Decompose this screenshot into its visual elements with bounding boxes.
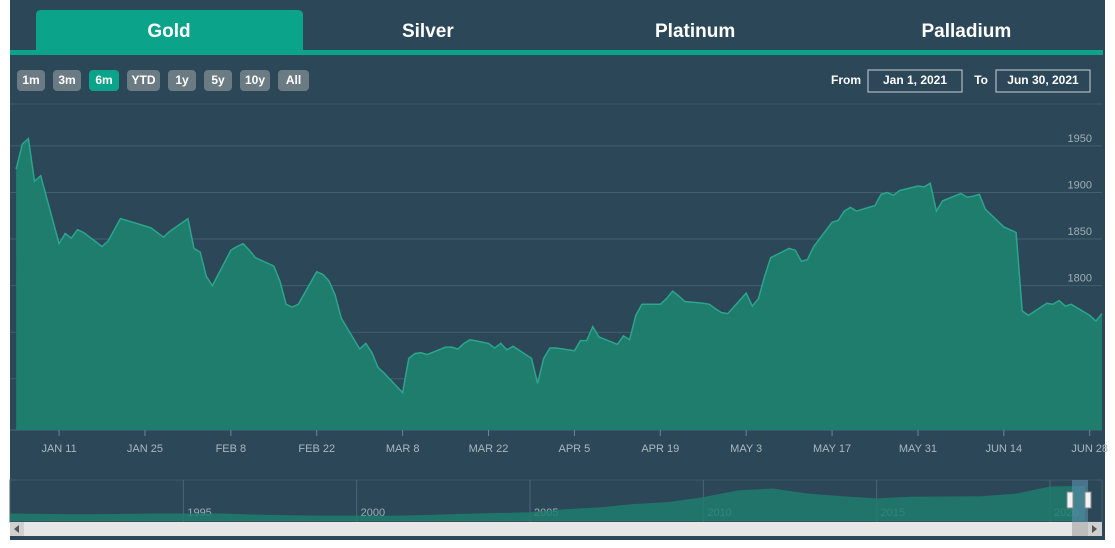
range-button[interactable] [17,70,45,91]
range-button[interactable] [240,70,270,91]
x-tick-label: MAY 3 [730,443,762,455]
area [16,138,1103,430]
x-tick-label: MAR 8 [386,443,420,455]
navigator-area [10,485,1085,521]
scrollbar-thumb[interactable] [1072,522,1088,536]
x-tick-label: MAR 22 [469,443,509,455]
range-button[interactable] [168,70,196,91]
y-tick-label: 1850 [1068,226,1092,238]
range-button-label[interactable]: 3m [58,73,75,87]
tab-label[interactable]: Gold [147,21,190,42]
y-tick-label: 1800 [1068,273,1092,285]
tab-active-bg[interactable] [36,10,303,50]
range-button-label[interactable]: 1y [175,73,189,87]
y-tick-label: 1900 [1068,179,1092,191]
scrollbar-track[interactable] [10,522,1102,536]
from-input[interactable] [867,69,963,93]
range-button[interactable] [204,70,232,91]
tab-underline [10,50,1103,55]
scrollbar-left-arrow [14,525,19,533]
from-value[interactable]: Jan 1, 2021 [883,73,947,87]
x-tick-label: JAN 25 [127,443,163,455]
x-tick-label: JUN 14 [985,443,1022,455]
tab-label[interactable]: Silver [402,21,454,42]
range-button-label[interactable]: 1m [22,73,39,87]
tab-label[interactable]: Platinum [655,21,735,42]
x-tick-label: APR 5 [559,443,591,455]
x-tick-label: FEB 8 [216,443,247,455]
navigator-selection[interactable] [1072,480,1088,522]
x-tick-label: MAY 31 [899,443,937,455]
to-input[interactable] [995,69,1091,93]
scrollbar-right-arrow [1092,525,1097,533]
area-line [15,136,1103,395]
to-label: To [974,73,988,87]
range-button-label[interactable]: All [286,73,301,87]
range-button[interactable] [53,70,81,91]
x-tick-label: JUN 28 [1071,443,1108,455]
x-tick-label: JAN 11 [41,443,76,455]
x-tick-label: FEB 22 [298,443,335,455]
navigator-handle-left[interactable] [1066,491,1074,509]
x-tick-label: APR 19 [641,443,679,455]
to-value[interactable]: Jun 30, 2021 [1007,73,1079,87]
range-button-label[interactable]: 6m [95,73,112,87]
range-button[interactable] [127,70,160,91]
x-tick-label: MAY 17 [813,443,851,455]
y-tick-label: 1950 [1068,133,1092,145]
range-button-label[interactable]: 5y [211,73,225,87]
range-button-label[interactable]: 10y [245,73,265,87]
range-button[interactable] [89,70,119,91]
range-button[interactable] [278,70,309,91]
from-label: From [831,73,861,87]
navigator-handle-right[interactable] [1084,491,1092,509]
range-button-label[interactable]: YTD [132,73,156,87]
tab-label[interactable]: Palladium [922,21,1012,42]
